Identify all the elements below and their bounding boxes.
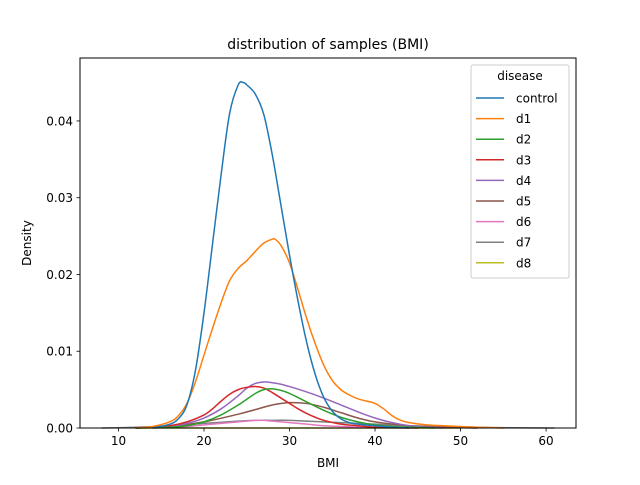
plot-frame	[79, 57, 577, 429]
y-tick-label: 0.01	[46, 345, 73, 359]
chart-title: distribution of samples (BMI)	[227, 37, 429, 53]
y-tick-label: 0.00	[46, 422, 73, 436]
legend-title: disease	[497, 69, 543, 83]
x-tick-label: 60	[538, 434, 553, 448]
legend-entries: control d1 d2 d3 d4 d5 d6 d7 d8	[476, 92, 558, 270]
series-line-d4	[152, 381, 444, 429]
x-tick-label: 50	[453, 434, 468, 448]
legend-label-d5: d5	[516, 195, 531, 209]
legend: disease control d1 d2 d3 d4 d5 d6 d7 d8	[470, 64, 570, 279]
x-axis-label: BMI	[317, 456, 339, 470]
y-tick-label: 0.04	[46, 114, 73, 128]
legend-label-d8: d8	[516, 256, 531, 270]
series-line-control	[152, 81, 410, 429]
series-line-d3	[135, 385, 418, 429]
x-tick-label: 30	[282, 434, 297, 448]
y-tick-label: 0.03	[46, 191, 73, 205]
x-tick-label: 20	[196, 434, 211, 448]
series-line-d2	[135, 388, 435, 429]
legend-label-control: control	[516, 92, 558, 106]
plot-lines	[101, 81, 555, 429]
legend-label-d4: d4	[516, 174, 531, 188]
series-line-d1	[135, 237, 504, 429]
legend-label-d6: d6	[516, 215, 531, 229]
series-line-d6	[152, 419, 410, 429]
legend-label-d2: d2	[516, 133, 531, 147]
y-axis-label: Density	[20, 220, 34, 266]
legend-label-d3: d3	[516, 153, 531, 167]
y-tick-label: 0.02	[46, 268, 73, 282]
legend-label-d7: d7	[516, 236, 531, 250]
x-axis: 10 20 30 40 50 60	[111, 428, 554, 448]
legend-label-d1: d1	[516, 112, 531, 126]
x-tick-label: 40	[367, 434, 382, 448]
x-tick-label: 10	[111, 434, 126, 448]
y-axis: 0.00 0.01 0.02 0.03 0.04	[46, 114, 80, 436]
